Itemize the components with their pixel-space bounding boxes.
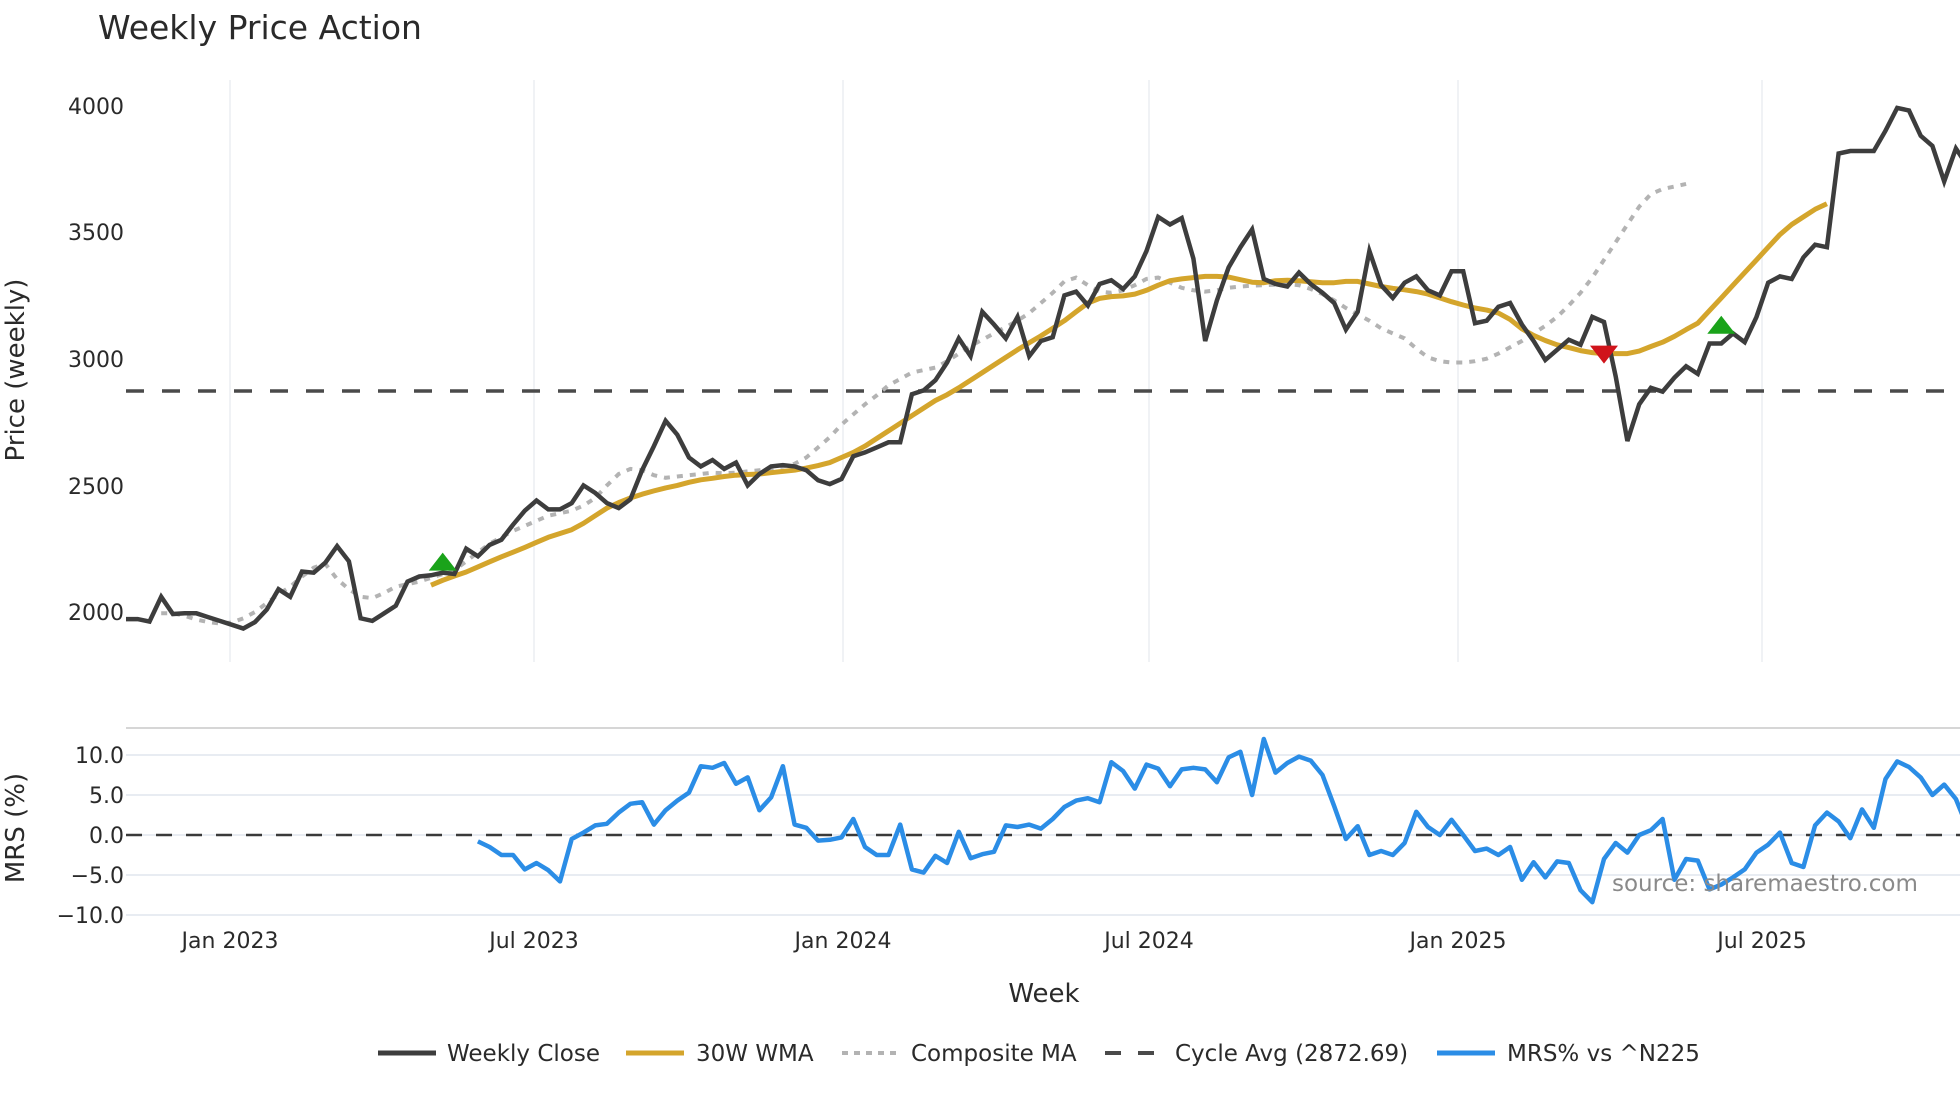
mrs-tick: 0.0 <box>89 824 124 849</box>
chart-title: Weekly Price Action <box>98 8 422 47</box>
price-tick: 4000 <box>68 95 124 120</box>
price-tick: 3000 <box>68 348 124 373</box>
x-tick: Jan 2023 <box>180 929 279 954</box>
legend-item-composite-ma[interactable]: Composite MA <box>842 1041 1077 1067</box>
price-plot-area <box>126 105 1960 631</box>
mrs-axis-title: MRS (%) <box>1 773 31 883</box>
price-gridlines <box>229 80 1763 662</box>
legend-label: 30W WMA <box>696 1041 814 1067</box>
legend-item-wma[interactable]: 30W WMA <box>626 1041 814 1067</box>
mrs-gridlines <box>126 754 1960 916</box>
x-axis-title: Week <box>1008 979 1079 1009</box>
x-tick: Jan 2024 <box>793 929 892 954</box>
legend-label: Weekly Close <box>447 1041 600 1067</box>
price-axis-title: Price (weekly) <box>1 279 31 462</box>
legend-item-cycle-avg[interactable]: Cycle Avg (2872.69) <box>1105 1041 1408 1067</box>
composite-ma-line <box>161 181 1687 626</box>
mrs-tick: 5.0 <box>89 784 124 809</box>
signal-markers <box>428 315 1736 571</box>
price-tick: 2000 <box>68 601 124 626</box>
watermark: source: sharemaestro.com <box>1612 871 1918 897</box>
x-tick: Jul 2025 <box>1715 929 1807 954</box>
buy-signal-triangle-up-icon <box>428 552 457 571</box>
legend: Weekly Close 30W WMA Composite MA Cycle … <box>378 1041 1700 1067</box>
mrs-tick: −5.0 <box>71 864 124 889</box>
x-axis-ticks: Jan 2023 Jul 2023 Jan 2024 Jul 2024 Jan … <box>180 929 1807 954</box>
weekly-close-line <box>126 105 1960 631</box>
x-tick: Jul 2023 <box>487 929 579 954</box>
mrs-line <box>476 736 1960 905</box>
wma-30-line <box>430 201 1828 588</box>
price-y-ticks: 4000 3500 3000 2500 2000 <box>68 95 124 626</box>
sell-signal-triangle-down-icon <box>1589 345 1618 364</box>
legend-label: Composite MA <box>911 1041 1077 1067</box>
price-tick: 3500 <box>68 221 124 246</box>
legend-item-weekly-close[interactable]: Weekly Close <box>378 1041 600 1067</box>
x-tick: Jul 2024 <box>1102 929 1194 954</box>
buy-signal-triangle-up-icon <box>1707 315 1736 334</box>
legend-label: MRS% vs ^N225 <box>1507 1041 1700 1067</box>
x-tick: Jan 2025 <box>1408 929 1507 954</box>
legend-item-mrs[interactable]: MRS% vs ^N225 <box>1437 1041 1700 1067</box>
mrs-y-ticks: 10.0 5.0 0.0 −5.0 −10.0 <box>57 744 124 929</box>
mrs-tick: −10.0 <box>57 904 124 929</box>
mrs-tick: 10.0 <box>75 744 124 769</box>
price-tick: 2500 <box>68 475 124 500</box>
legend-label: Cycle Avg (2872.69) <box>1175 1041 1408 1067</box>
